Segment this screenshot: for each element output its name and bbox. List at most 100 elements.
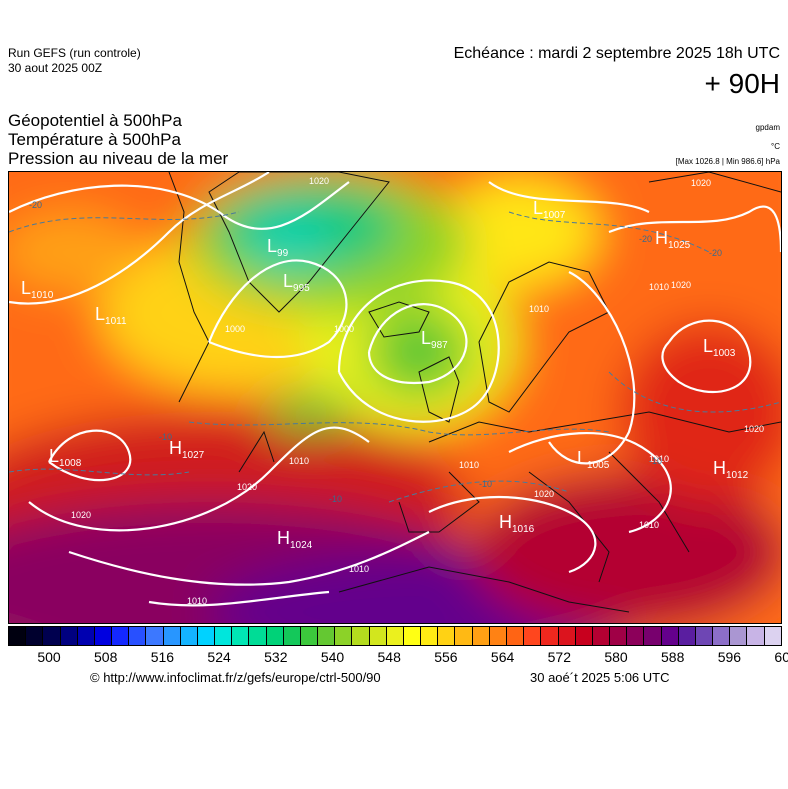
colorbar-swatch: [524, 627, 542, 645]
colorbar-swatch: [180, 627, 198, 645]
colorbar-swatch: [592, 627, 611, 645]
pressure-center-low: L1005: [577, 448, 610, 471]
colorbar-swatch: [627, 627, 645, 645]
colorbar-tick-label: 596: [717, 649, 742, 665]
param-geopotential: Géopotentiel à 500hPa: [8, 111, 182, 130]
colorbar-tick-label: 572: [547, 649, 571, 665]
colorbar-swatch: [764, 627, 781, 645]
run-date: 30 aout 2025 00Z: [8, 61, 103, 75]
colorbar-swatch: [266, 627, 284, 645]
colorbar-swatch: [730, 627, 748, 645]
colorbar: [8, 626, 782, 646]
generated-time: 30 aoé´t 2025 5:06 UTC: [530, 670, 670, 685]
colorbar-swatch: [232, 627, 250, 645]
pressure-centers: L1010 L1011 L99 L995 L987 L1007 H1025 L1003 L100…: [21, 198, 749, 551]
pressure-center-low: L1007: [533, 198, 566, 221]
colorbar-swatch: [352, 627, 370, 645]
colorbar-swatch: [283, 627, 301, 645]
isobar-label: 1010: [187, 596, 207, 606]
colorbar-swatch: [94, 627, 113, 645]
colorbar-swatch: [335, 627, 353, 645]
param-temperature: Température à 500hPa: [8, 130, 181, 149]
isobar-label: 1020: [671, 280, 691, 290]
weather-map: L1010 L1011 L99 L995 L987 L1007 H1025 L1003 L100…: [8, 171, 782, 624]
colorbar-tick-label: 604: [774, 649, 788, 665]
colorbar-tick-label: 508: [94, 649, 118, 665]
colorbar-swatch: [610, 627, 628, 645]
colorbar-swatch: [403, 627, 422, 645]
colorbar-swatch: [661, 627, 679, 645]
colorbar-labels: 500 508 516 524 532 540 548 556 564 572 580 588 596 6…: [8, 649, 788, 667]
colorbar-tick-label: 516: [150, 649, 175, 665]
isobar-label: 1020: [744, 424, 764, 434]
isobar-label: 1020: [691, 178, 711, 188]
temperature-isotherms: [9, 211, 781, 503]
pressure-center-high: H1016: [499, 512, 535, 535]
forecast-hour: + 90H: [704, 68, 781, 99]
colorbar-swatch: [455, 627, 473, 645]
colorbar-tick-label: 580: [604, 649, 628, 665]
colorbar-tick-label: 548: [377, 649, 401, 665]
colorbar-tick-label: 564: [490, 649, 515, 665]
temperature-labels: -20 -10 -10 -20 -20 -10 -10: [29, 200, 722, 504]
isobar-label: 1010: [639, 520, 659, 530]
colorbar-swatch: [163, 627, 181, 645]
isobar-label: 1000: [225, 324, 245, 334]
pressure-center-high: H1012: [713, 458, 749, 481]
temperature-label: -10: [479, 479, 492, 489]
colorbar-swatch: [112, 627, 130, 645]
pressure-center-high: H1025: [655, 228, 691, 251]
isobar-label: 1010: [529, 304, 549, 314]
colorbar-swatch: [678, 627, 696, 645]
temperature-label: -20: [709, 248, 722, 258]
isobar-label: 1010: [649, 282, 669, 292]
isobar-label: 1020: [534, 489, 554, 499]
temperature-label: -10: [329, 494, 342, 504]
isobar-label: 1010: [289, 456, 309, 466]
colorbar-swatch: [129, 627, 147, 645]
colorbar-tick-label: 540: [320, 649, 345, 665]
forecast-valid-time: Echéance : mardi 2 septembre 2025 18h UT…: [453, 45, 780, 62]
colorbar-tick-label: 556: [434, 649, 458, 665]
colorbar-swatch: [575, 627, 593, 645]
geopotential-field: [9, 172, 781, 623]
colorbar-swatch: [26, 627, 44, 645]
colorbar-swatch: [541, 627, 559, 645]
colorbar-swatch: [695, 627, 714, 645]
colorbar-swatch: [421, 627, 439, 645]
colorbar-tick-label: 588: [661, 649, 685, 665]
temperature-label: -20: [29, 200, 42, 210]
colorbar-swatch: [558, 627, 576, 645]
colorbar-swatch: [318, 627, 336, 645]
colorbar-swatch: [60, 627, 78, 645]
isobar-label: 1020: [309, 176, 329, 186]
isobar-label: 1010: [349, 564, 369, 574]
isobar-label: 1020: [71, 510, 91, 520]
colorbar-tick-label: 524: [207, 649, 231, 665]
run-title: Run GEFS (run controle): [8, 46, 141, 60]
colorbar-swatch: [300, 627, 319, 645]
colorbar-swatch: [215, 627, 233, 645]
colorbar-swatch: [369, 627, 387, 645]
colorbar-swatch: [489, 627, 507, 645]
isobar-label: 1010: [459, 460, 479, 470]
temperature-label: -20: [639, 234, 652, 244]
colorbar-swatch: [644, 627, 662, 645]
colorbar-swatch: [386, 627, 404, 645]
colorbar-swatch: [77, 627, 95, 645]
colorbar-swatch: [713, 627, 731, 645]
colorbar-swatch: [249, 627, 267, 645]
pressure-center-low: L995: [283, 271, 310, 294]
pressure-center-high: H1024: [277, 528, 313, 551]
colorbar-swatch: [438, 627, 456, 645]
param-slp: Pression au niveau de la mer: [8, 149, 229, 168]
isobars: [9, 172, 781, 607]
colorbar-swatch: [747, 627, 765, 645]
source-credit: © http://www.infoclimat.fr/z/gefs/europe…: [90, 670, 381, 685]
colorbar-swatch: [146, 627, 164, 645]
colorbar-swatch: [9, 627, 27, 645]
pressure-center-high: H1027: [169, 438, 205, 461]
colorbar-swatch: [43, 627, 61, 645]
pressure-center-low: L99: [267, 236, 289, 259]
